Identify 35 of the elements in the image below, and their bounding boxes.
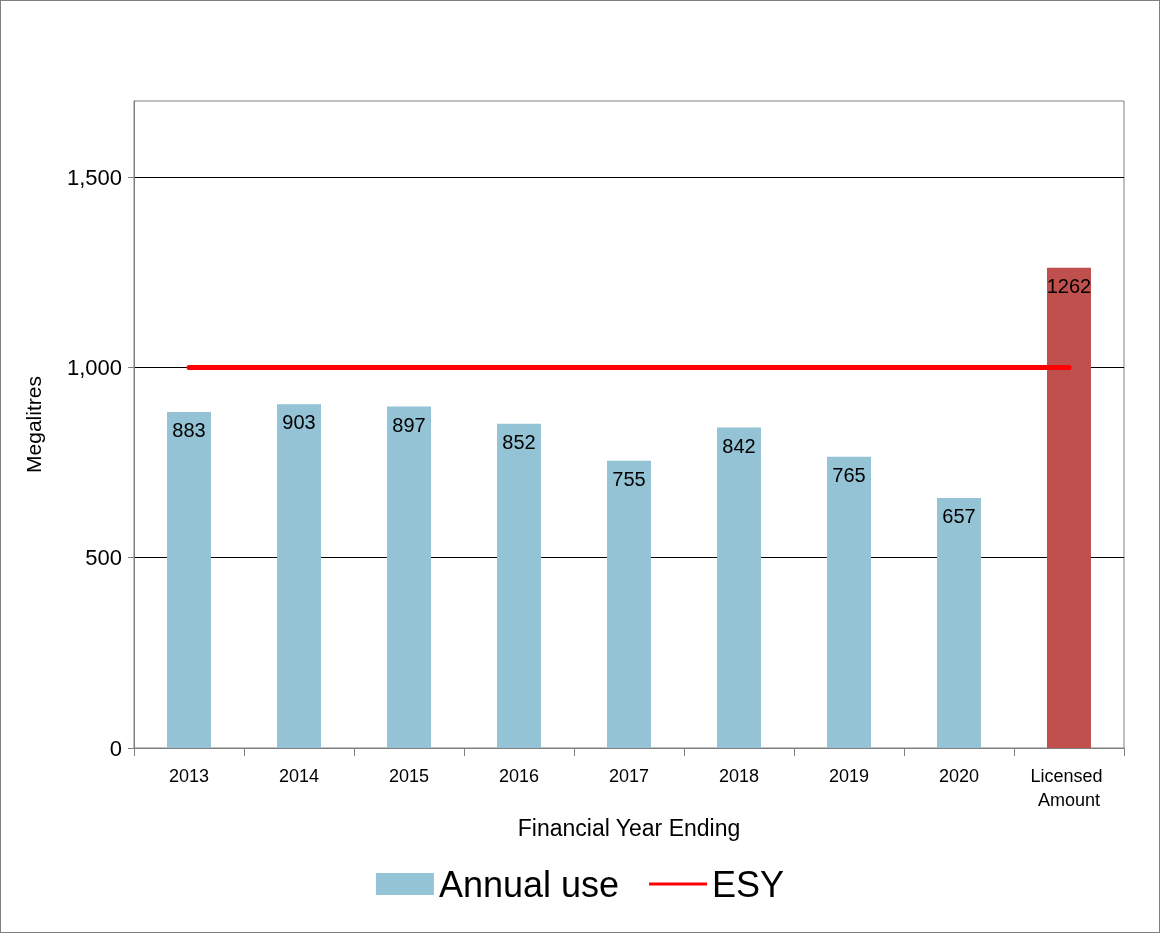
data-label: 903	[282, 411, 316, 434]
data-label: 755	[612, 467, 646, 490]
x-tick-label: Licensed Amount	[1030, 766, 1108, 810]
y-tick-label: 1,000	[66, 354, 122, 380]
data-label: 883	[172, 418, 206, 441]
bar	[387, 406, 431, 748]
x-tick-label: 2020	[938, 766, 980, 786]
x-tick-label: 2014	[278, 766, 320, 786]
data-label: 852	[502, 430, 536, 453]
data-label: 657	[942, 504, 976, 527]
y-tick-label: 1,500	[66, 164, 122, 190]
bar	[717, 427, 761, 748]
bar	[607, 460, 651, 748]
bar	[497, 423, 541, 748]
bar	[277, 404, 321, 748]
bar	[937, 497, 981, 748]
bar	[167, 411, 211, 748]
x-tick-label: 2015	[388, 766, 430, 786]
data-label: 897	[392, 413, 426, 436]
x-axis-title: Financial Year Ending	[517, 815, 741, 842]
y-tick-label: 0	[109, 735, 122, 761]
data-label: 1262	[1046, 274, 1092, 297]
x-tick-label: 2017	[608, 766, 650, 786]
x-tick-label: 2018	[718, 766, 760, 786]
legend-label: Annual use	[438, 863, 620, 905]
y-tick-label: 500	[85, 545, 122, 571]
data-label: 842	[722, 434, 756, 457]
x-tick-label: 2013	[168, 766, 210, 786]
x-tick-label: 2016	[498, 766, 540, 786]
x-tick-label: 2019	[828, 766, 870, 786]
data-label: 765	[832, 463, 866, 486]
legend-label: ESY	[712, 863, 785, 905]
bar	[1047, 267, 1091, 748]
y-axis-title: Megalitres	[22, 376, 45, 473]
bar	[827, 456, 871, 748]
